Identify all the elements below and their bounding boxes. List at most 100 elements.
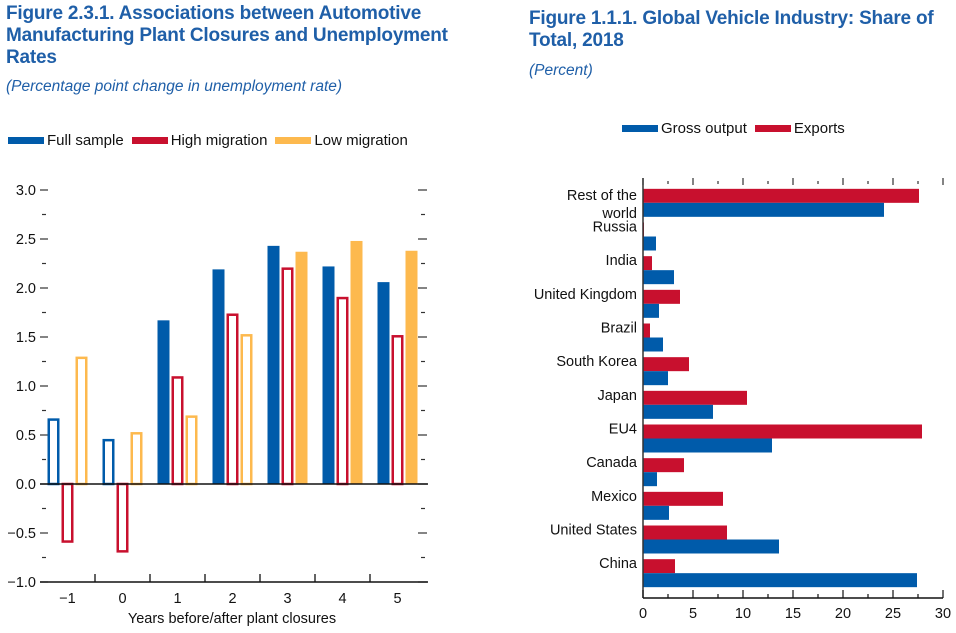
bar-exports-rest-of-the-world [643,188,919,203]
y-category-label: Canada [586,455,638,471]
left-figure-title: Figure 2.3.1. Associations between Autom… [6,3,448,68]
y-category-label: United Kingdom [534,287,637,303]
bar-exports-canada [643,458,684,473]
bar-high-migration-1 [171,376,184,486]
x-tick-label: 5 [689,606,697,622]
y-category-label: Brazil [601,321,637,337]
bar-gross-output-eu4 [643,438,772,453]
x-tick-label: 4 [338,591,346,607]
y-tick-label: 2.5 [16,232,36,248]
x-tick-label: 0 [639,606,647,622]
bar-gross-output-united-states [643,539,779,554]
legend-item-gross-output: Gross output [622,120,747,137]
bar-exports-eu4 [643,424,922,439]
x-tick-label: 30 [935,606,951,622]
y-category-label: world [601,206,637,222]
x-tick-label: 15 [785,606,801,622]
y-tick-label: 2.0 [16,281,36,297]
bar-low-migration-1 [185,415,198,486]
bar-low-migration-4 [350,240,363,484]
bar-low-migration-1 [75,356,88,486]
x-tick-label: 5 [393,591,401,607]
y-tick-label: −0.5 [7,526,36,542]
bar-gross-output-brazil [643,337,663,352]
legend-swatch-exports [754,125,791,132]
bar-full-sample-4 [322,266,335,484]
right-figure-title: Figure 1.1.1. Global Vehicle Industry: S… [529,8,934,51]
y-tick-label: 3.0 [16,183,36,199]
bar-gross-output-canada [643,472,657,487]
legend-label-exports: Exports [793,120,845,137]
bar-exports-united-states [643,525,727,540]
bar-exports-united-kingdom [643,289,680,304]
bar-low-migration-2 [240,334,253,486]
bar-high-migration-3 [281,267,294,486]
left-bar-chart: −1.0 −0.5 0.0 0.5 1.0 1.5 2.0 2.5 3.0 −1 0 1 2 3 4 5 Yea… [7,183,428,627]
bar-exports-japan [643,390,747,405]
legend-item-full-sample: Full sample [8,132,124,149]
bar-high-migration-2 [226,313,239,486]
y-category-label: China [599,556,638,572]
bar-exports-india [643,256,652,271]
legend-item-exports: Exports [754,120,845,137]
right-figure-panel: Figure 1.1.1. Global Vehicle Industry: S… [478,0,956,633]
bar-low-migration-3 [295,251,308,484]
bar-gross-output-united-kingdom [643,303,659,318]
legend-label-low-migration: Low migration [314,132,408,149]
legend-swatch-gross-output [622,125,658,132]
bar-gross-output-russia [643,236,656,251]
y-category-label: Rest of the [567,188,637,204]
bar-full-sample-1 [47,418,60,486]
legend-swatch-high-migration [131,137,168,144]
y-tick-label: 0.5 [16,428,36,444]
right-legend: Gross output Exports [622,120,853,137]
x-tick-label: 10 [735,606,751,622]
bar-gross-output-china [643,573,917,588]
bar-gross-output-rest-of-the-world [643,202,884,217]
x-tick-label: 3 [283,591,291,607]
y-category-label: Mexico [591,489,637,505]
y-tick-label: 1.0 [16,379,36,395]
bar-high-migration-0 [116,482,129,553]
right-figure-subtitle: (Percent) [529,62,593,79]
bar-high-migration-5 [391,335,404,486]
legend-swatch-low-migration [275,137,312,144]
bar-gross-output-india [643,270,674,285]
x-tick-label: 0 [118,591,126,607]
y-tick-label: −1.0 [7,575,36,591]
bar-full-sample-5 [377,282,390,484]
bar-exports-china [643,559,675,574]
x-tick-label: −1 [59,591,76,607]
x-tick-label: 25 [885,606,901,622]
bar-full-sample-3 [267,245,280,484]
y-category-label: United States [550,523,637,539]
bar-high-migration-1 [61,482,74,543]
bar-exports-south-korea [643,357,689,372]
bar-low-migration-5 [405,250,418,484]
bar-exports-mexico [643,491,723,506]
y-category-label: South Korea [556,354,638,370]
bar-gross-output-mexico [643,505,669,520]
y-category-label: Japan [597,388,637,404]
bar-high-migration-4 [336,296,349,486]
bar-gross-output-south-korea [643,371,668,386]
x-tick-label: 2 [228,591,236,607]
legend-swatch-full-sample [8,137,44,144]
bar-full-sample-1 [157,320,170,484]
bar-low-migration-0 [130,432,143,486]
legend-label-full-sample: Full sample [47,132,124,149]
left-figure-panel: Figure 2.3.1. Associations between Autom… [6,3,448,627]
legend-label-gross-output: Gross output [661,120,747,137]
y-category-label: EU4 [609,422,637,438]
x-axis-label: Years before/after plant closures [128,611,336,627]
bar-gross-output-japan [643,404,713,419]
left-legend: Full sample High migration Low migration [8,132,416,149]
left-figure-subtitle: (Percentage point change in unemployment… [6,78,343,95]
bar-full-sample-0 [102,438,115,486]
y-tick-label: 0.0 [16,477,36,493]
x-tick-label: 20 [835,606,851,622]
legend-item-high-migration: High migration [131,132,268,149]
bar-exports-brazil [643,323,650,338]
legend-label-high-migration: High migration [170,132,268,149]
